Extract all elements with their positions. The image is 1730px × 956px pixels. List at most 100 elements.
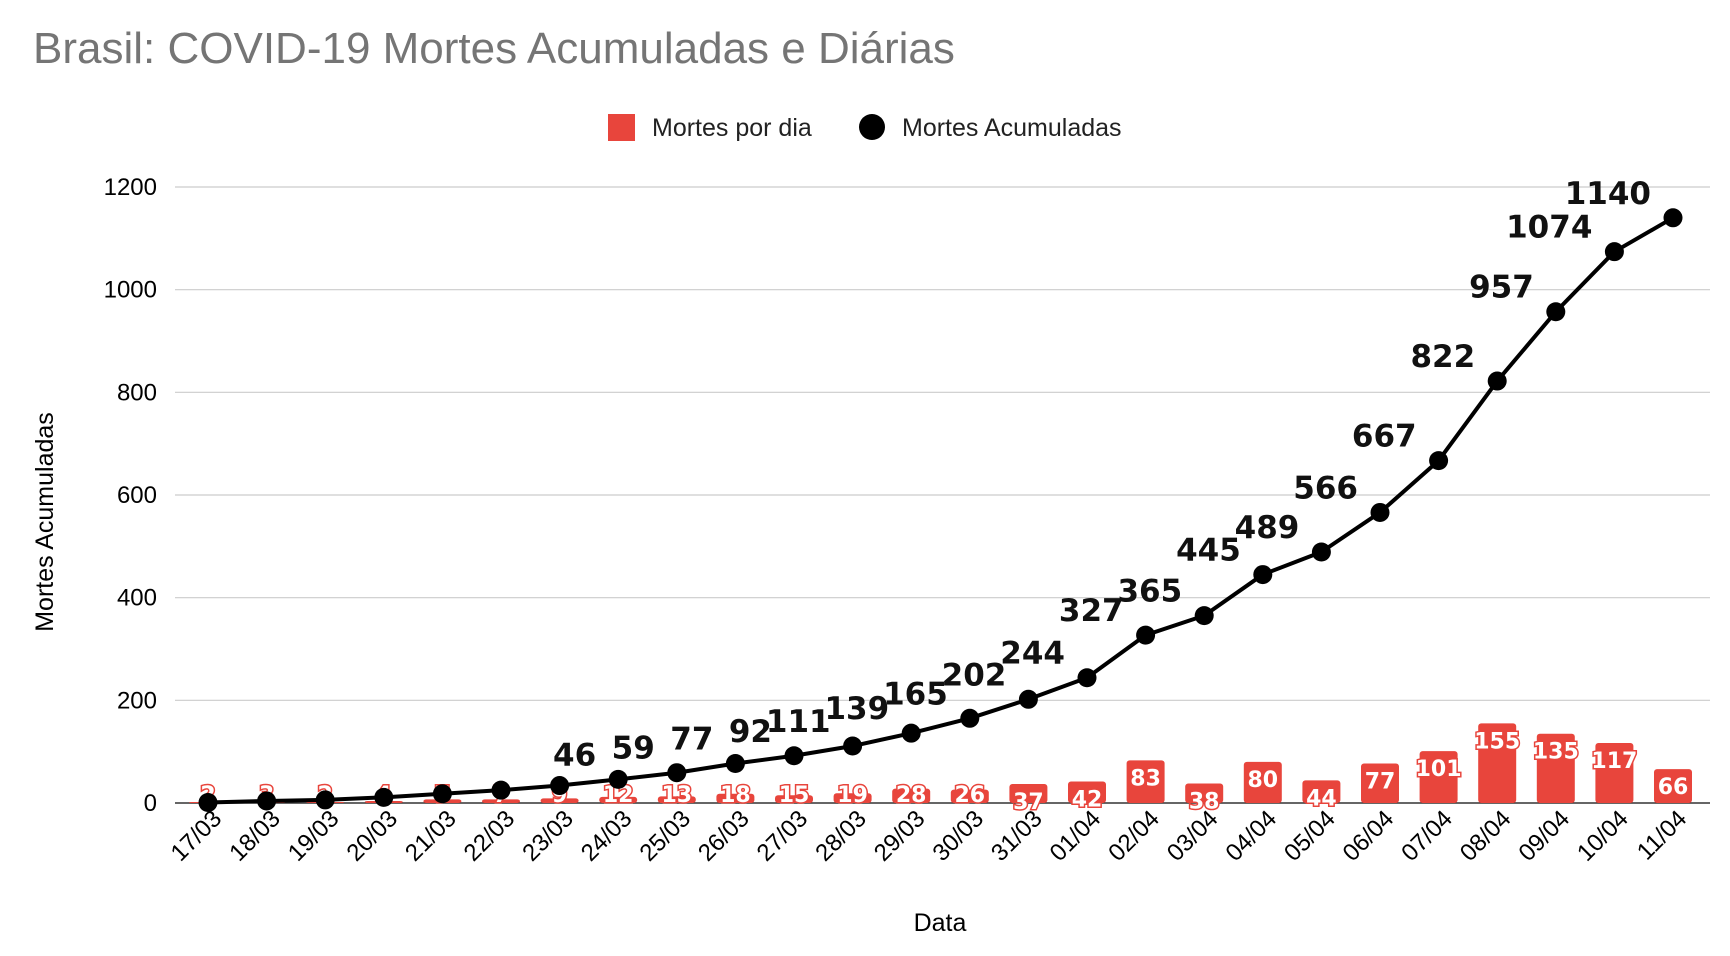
line-data-label: 1140 — [1565, 176, 1651, 212]
bar — [1361, 763, 1399, 803]
x-tick-label: 05/04 — [1279, 805, 1341, 867]
bar-data-label: 135 — [1533, 740, 1579, 765]
bar — [716, 793, 755, 803]
line-data-label: 59 — [612, 731, 655, 767]
bar — [540, 798, 579, 803]
bar — [1536, 733, 1575, 803]
x-tick-label: 30/03 — [927, 805, 989, 867]
x-tick-label: 17/03 — [166, 805, 228, 867]
y-axis-title: Mortes Acumuladas — [31, 412, 59, 632]
line-point — [432, 784, 452, 804]
chart-title: Brasil: COVID-19 Mortes Acumuladas e Diá… — [33, 24, 955, 73]
bar — [1126, 760, 1165, 803]
x-tick-label: 28/03 — [810, 805, 872, 867]
line-point — [901, 723, 921, 743]
y-tick-label: 0 — [144, 790, 157, 817]
line-point — [784, 746, 804, 766]
line-point — [843, 736, 863, 756]
legend-label-bar: Mortes por dia — [652, 114, 812, 142]
line-point — [1136, 625, 1156, 645]
bar — [1068, 781, 1106, 803]
line-point — [1370, 502, 1390, 522]
line-data-label: 202 — [942, 657, 1007, 693]
x-tick-label: 23/03 — [517, 805, 579, 867]
bar-data-label: 13 — [661, 783, 692, 808]
line-data-label: 1074 — [1506, 210, 1592, 246]
x-tick-label: 08/04 — [1455, 805, 1517, 867]
bar — [833, 793, 872, 803]
x-tick-label: 18/03 — [224, 805, 286, 867]
line-data-label: 327 — [1059, 593, 1124, 629]
bar-data-label: 26 — [954, 783, 985, 808]
x-tick-label: 09/04 — [1513, 805, 1575, 867]
line-point — [315, 790, 335, 810]
x-tick-label: 10/04 — [1572, 805, 1634, 867]
y-tick-label: 200 — [117, 687, 157, 714]
line-point — [1311, 542, 1331, 562]
line-point — [1194, 606, 1214, 626]
bar-data-label: 28 — [896, 783, 927, 808]
bar-data-label: 19 — [837, 783, 868, 808]
bar — [599, 796, 638, 803]
x-tick-label: 20/03 — [341, 805, 403, 867]
x-tick-label: 04/04 — [1220, 805, 1282, 867]
bar-data-label: 83 — [1130, 766, 1161, 791]
line-point — [960, 708, 980, 728]
bar-data-label: 42 — [1072, 787, 1103, 812]
y-tick-label: 400 — [117, 585, 157, 612]
bar-data-label: 77 — [1365, 769, 1396, 794]
x-tick-label: 02/04 — [1103, 805, 1165, 867]
line-data-label: 46 — [553, 737, 596, 773]
line-point — [1429, 451, 1449, 471]
bar-data-label: 37 — [1013, 790, 1044, 815]
bar — [482, 799, 520, 803]
bar — [1654, 769, 1692, 803]
y-tick-label: 1200 — [104, 174, 157, 201]
x-tick-label: 22/03 — [459, 805, 521, 867]
line-data-label: 822 — [1410, 339, 1475, 375]
x-tick-label: 07/04 — [1396, 805, 1458, 867]
x-tick-label: 25/03 — [634, 805, 696, 867]
line-data-label: 165 — [883, 676, 948, 712]
bar — [950, 789, 989, 803]
bar-data-label: 18 — [720, 783, 751, 808]
line-point — [198, 792, 218, 812]
line-data-label: 566 — [1293, 470, 1358, 506]
bar — [1302, 780, 1341, 803]
bar-data-label: 117 — [1591, 749, 1637, 774]
line-point — [491, 780, 511, 800]
bar — [657, 796, 696, 803]
y-tick-label: 1000 — [104, 277, 157, 304]
line-data-label: 489 — [1235, 510, 1300, 546]
line-point — [1077, 668, 1097, 688]
line-data-label: 111 — [766, 704, 831, 740]
line-point — [374, 787, 394, 807]
line-point — [1604, 242, 1624, 262]
line-point — [667, 763, 687, 783]
bar — [775, 795, 813, 803]
cumulative-line — [206, 215, 1675, 805]
line-point — [1487, 371, 1507, 391]
x-tick-label: 19/03 — [283, 805, 345, 867]
line-data-label: 244 — [1000, 636, 1065, 672]
bar — [1478, 723, 1517, 803]
line-point — [1546, 302, 1566, 322]
line-point — [1663, 208, 1683, 228]
line-data-label: 365 — [1117, 574, 1182, 610]
bar-data-label: 38 — [1189, 789, 1220, 814]
y-tick-label: 600 — [117, 482, 157, 509]
line-point — [1253, 565, 1273, 585]
bar-data-label: 80 — [1247, 768, 1278, 793]
line-point — [1018, 689, 1038, 709]
line-point — [550, 776, 570, 796]
x-tick-label: 26/03 — [693, 805, 755, 867]
bar — [1243, 761, 1282, 803]
bar-data-label: 101 — [1416, 757, 1462, 782]
x-axis-title: Data — [914, 909, 967, 937]
x-tick-label: 01/04 — [1045, 805, 1107, 867]
bar-data-label: 44 — [1306, 786, 1337, 811]
y-axis-ticks: 0 200 400 600 800 1000 1200 — [104, 174, 157, 817]
bar — [1595, 742, 1634, 803]
x-tick-label: 21/03 — [400, 805, 462, 867]
